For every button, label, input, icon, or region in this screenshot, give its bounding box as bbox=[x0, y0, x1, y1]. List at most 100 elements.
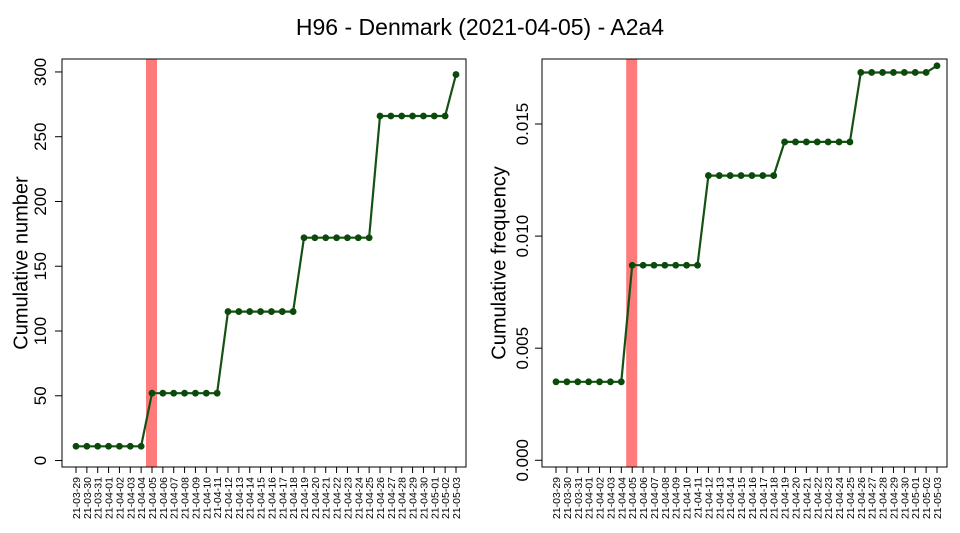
data-point-1-26 bbox=[354, 234, 362, 242]
highlight-band-1 bbox=[146, 59, 157, 467]
data-point-2-10 bbox=[661, 261, 669, 269]
x-tick-label-2-3: 21-04-01 bbox=[584, 477, 596, 519]
data-point-2-5 bbox=[607, 378, 614, 386]
data-point-2-31 bbox=[890, 69, 897, 76]
data-point-1-21 bbox=[300, 234, 308, 242]
x-tick-label-1-11: 21-04-09 bbox=[190, 477, 202, 519]
x-tick-label-2-16: 21-04-14 bbox=[725, 477, 737, 519]
x-tick-label-1-13: 21-04-11 bbox=[212, 477, 224, 518]
data-point-2-6 bbox=[617, 378, 625, 386]
data-point-1-2 bbox=[94, 442, 102, 450]
y-tick-label-2-3: 0.015 bbox=[513, 103, 532, 146]
data-point-1-3 bbox=[105, 442, 112, 450]
x-tick-label-1-18: 21-04-16 bbox=[266, 477, 278, 519]
x-tick-label-1-22: 21-04-20 bbox=[310, 477, 322, 519]
x-tick-label-1-33: 21-05-01 bbox=[429, 477, 441, 519]
data-point-1-18 bbox=[268, 308, 275, 315]
x-tick-label-1-10: 21-04-08 bbox=[180, 477, 192, 519]
x-tick-label-1-1: 21-03-30 bbox=[82, 477, 94, 519]
data-point-1-22 bbox=[311, 234, 319, 242]
x-tick-label-2-8: 21-04-06 bbox=[638, 477, 650, 519]
data-point-2-3 bbox=[585, 378, 593, 386]
data-point-2-22 bbox=[792, 138, 799, 146]
x-tick-label-2-2: 21-03-31 bbox=[573, 477, 585, 519]
plot-frame-1 bbox=[61, 58, 467, 468]
x-tick-label-1-7: 21-04-05 bbox=[147, 477, 159, 519]
data-point-2-12 bbox=[683, 261, 691, 269]
data-point-1-5 bbox=[126, 442, 134, 450]
x-tick-label-2-13: 21-04-11 bbox=[693, 477, 705, 518]
y-tick-label-1-3: 150 bbox=[31, 252, 50, 280]
x-tick-label-2-17: 21-04-15 bbox=[736, 477, 748, 519]
data-point-1-0 bbox=[72, 442, 80, 450]
x-tick-label-2-10: 21-04-08 bbox=[660, 477, 672, 519]
x-tick-label-2-5: 21-04-03 bbox=[605, 477, 617, 519]
x-tick-label-1-27: 21-04-25 bbox=[364, 477, 376, 519]
chart-title: H96 - Denmark (2021-04-05) - A2a4 bbox=[295, 14, 665, 40]
data-point-2-25 bbox=[824, 138, 832, 146]
y-tick-label-2-0: 0.000 bbox=[513, 439, 532, 482]
x-tick-label-2-32: 21-04-30 bbox=[899, 477, 911, 519]
x-tick-label-1-30: 21-04-28 bbox=[397, 477, 409, 519]
x-tick-label-2-30: 21-04-28 bbox=[878, 477, 890, 519]
data-point-2-16 bbox=[726, 172, 734, 179]
data-point-1-4 bbox=[116, 442, 123, 450]
x-tick-label-1-14: 21-04-12 bbox=[223, 477, 235, 519]
data-point-2-30 bbox=[879, 69, 886, 76]
x-tick-label-2-31: 21-04-29 bbox=[888, 477, 900, 519]
data-point-2-21 bbox=[781, 138, 788, 146]
data-point-1-13 bbox=[213, 389, 221, 397]
data-point-1-33 bbox=[430, 112, 438, 120]
x-tick-label-2-7: 21-04-05 bbox=[627, 477, 639, 519]
data-point-2-24 bbox=[813, 138, 821, 146]
data-point-1-34 bbox=[441, 112, 449, 120]
x-tick-label-2-26: 21-04-24 bbox=[834, 477, 846, 519]
y-axis-label-1: Cumulative number bbox=[10, 176, 32, 350]
x-tick-label-2-23: 21-04-21 bbox=[801, 477, 813, 519]
x-tick-label-2-29: 21-04-27 bbox=[867, 477, 879, 519]
y-tick-label-2-1: 0.005 bbox=[513, 327, 532, 370]
data-point-1-10 bbox=[181, 389, 188, 397]
x-tick-label-1-21: 21-04-19 bbox=[299, 477, 311, 519]
x-tick-label-2-22: 21-04-20 bbox=[790, 477, 802, 519]
data-point-2-4 bbox=[596, 378, 603, 386]
y-tick-label-1-4: 200 bbox=[31, 187, 50, 215]
x-tick-label-1-2: 21-03-31 bbox=[93, 477, 105, 519]
x-tick-label-2-11: 21-04-09 bbox=[671, 477, 683, 519]
data-point-1-14 bbox=[224, 308, 232, 315]
data-point-2-19 bbox=[759, 172, 767, 179]
x-tick-label-1-0: 21-03-29 bbox=[71, 477, 83, 519]
data-point-2-32 bbox=[900, 69, 908, 76]
x-tick-label-2-24: 21-04-22 bbox=[812, 477, 824, 519]
data-point-2-28 bbox=[857, 69, 865, 76]
data-point-1-7 bbox=[148, 389, 156, 397]
data-point-2-20 bbox=[770, 172, 778, 179]
data-point-1-1 bbox=[83, 442, 91, 450]
data-point-1-11 bbox=[192, 389, 199, 397]
data-point-2-1 bbox=[563, 378, 571, 386]
x-tick-label-2-12: 21-04-10 bbox=[682, 477, 694, 519]
series-line-1 bbox=[76, 74, 458, 448]
y-tick-label-1-0: 0 bbox=[31, 456, 50, 465]
x-tick-label-1-3: 21-04-01 bbox=[104, 477, 116, 519]
x-tick-label-1-29: 21-04-27 bbox=[386, 477, 398, 519]
x-tick-label-1-5: 21-04-03 bbox=[125, 477, 137, 519]
y-tick-label-2-2: 0.010 bbox=[513, 215, 532, 258]
data-point-1-30 bbox=[398, 112, 406, 120]
x-tick-label-2-0: 21-03-29 bbox=[551, 477, 563, 519]
data-point-2-34 bbox=[922, 69, 930, 76]
plot-frame-2 bbox=[541, 58, 948, 468]
data-point-1-32 bbox=[420, 112, 427, 120]
x-tick-label-2-19: 21-04-17 bbox=[758, 477, 770, 519]
x-tick-label-2-21: 21-04-19 bbox=[780, 477, 792, 519]
x-tick-label-2-20: 21-04-18 bbox=[769, 477, 781, 519]
x-tick-label-1-4: 21-04-02 bbox=[114, 477, 126, 519]
data-point-2-11 bbox=[672, 261, 680, 269]
data-point-1-9 bbox=[170, 389, 178, 397]
x-tick-label-2-33: 21-05-01 bbox=[910, 477, 922, 519]
y-axis-label-2: Cumulative frequency bbox=[488, 166, 510, 359]
data-point-2-23 bbox=[802, 138, 810, 146]
data-point-1-6 bbox=[137, 442, 145, 450]
x-tick-label-2-35: 21-05-03 bbox=[932, 477, 944, 519]
